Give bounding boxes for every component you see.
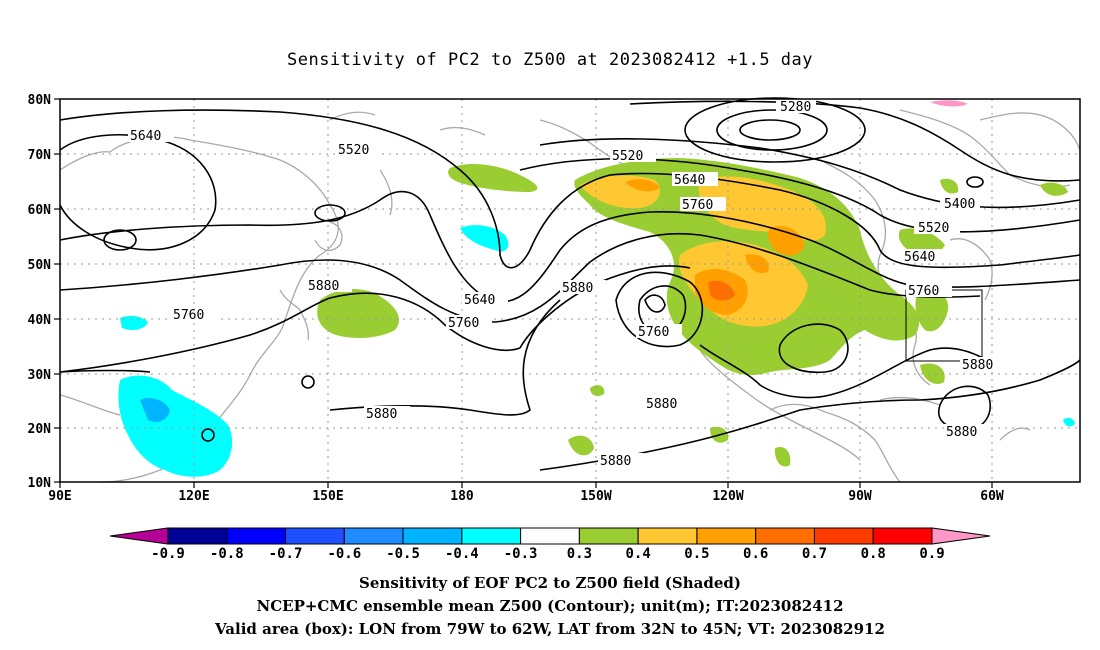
- positive-sensitivity-area: [774, 446, 791, 467]
- lon-label: 120E: [178, 489, 209, 504]
- lat-label: 70N: [28, 148, 52, 163]
- lat-label: 80N: [28, 93, 52, 108]
- contour-label: 5520: [338, 143, 369, 158]
- colorbar-label: 0.6: [743, 546, 768, 562]
- negative-sensitivity-area: [930, 100, 968, 107]
- high-sensitivity-area: [745, 254, 769, 274]
- colorbar-swatch: [813, 527, 874, 545]
- lon-label: 90W: [848, 489, 872, 504]
- colorbar-swatch: [696, 527, 757, 545]
- contour-label: 5400: [944, 197, 975, 212]
- lon-label: 180: [450, 489, 474, 504]
- colorbar-swatch: [872, 527, 933, 545]
- colorbar-label: -0.4: [445, 546, 479, 562]
- contour-label: 5280: [780, 100, 811, 115]
- colorbar-label: 0.9: [919, 546, 944, 562]
- lat-label: 10N: [28, 476, 52, 491]
- lon-label: 150W: [580, 489, 611, 504]
- colorbar-label: 0.4: [626, 546, 651, 562]
- colorbar-left-tip: [109, 527, 169, 545]
- colorbar-swatch: [755, 527, 815, 545]
- lon-label: 60W: [980, 489, 1004, 504]
- contour-label: 5880: [366, 407, 397, 422]
- colorbar-swatch: [167, 527, 228, 545]
- contour-label: 5640: [904, 250, 935, 265]
- contour-label: 5520: [612, 149, 643, 164]
- colorbar-swatch: [578, 527, 639, 545]
- positive-sensitivity-area: [448, 164, 538, 192]
- contour-label: 5640: [464, 293, 495, 308]
- footer-line-3: Valid area (box): LON from 79W to 62W, L…: [215, 620, 885, 638]
- lon-label: 150E: [312, 489, 343, 504]
- contour-label: 5760: [682, 198, 713, 213]
- contour-label: 5520: [918, 221, 949, 236]
- colorbar-label: -0.6: [327, 546, 361, 562]
- latitude-labels: 80N 70N 60N 50N 40N 30N 20N 10N: [28, 93, 52, 491]
- contour-label: 5640: [130, 129, 161, 144]
- colorbar-label: 0.3: [567, 546, 592, 562]
- negative-sensitivity-area: [1063, 417, 1075, 427]
- colorbar-right-tip: [931, 527, 991, 545]
- positive-sensitivity-area: [920, 363, 945, 385]
- contour-label: 5880: [946, 425, 977, 440]
- contour-label: 5880: [962, 358, 993, 373]
- page-title: Sensitivity of PC2 to Z500 at 2023082412…: [286, 50, 813, 70]
- colorbar-swatch: [461, 527, 522, 545]
- colorbar-swatch: [226, 527, 287, 545]
- contour-label: 5880: [562, 281, 593, 296]
- positive-sensitivity-area: [1040, 182, 1068, 196]
- contour-label: 5760: [908, 284, 939, 299]
- colorbar-label: 0.8: [861, 546, 886, 562]
- gridlines: [60, 99, 1080, 482]
- lon-label: 90E: [48, 489, 71, 504]
- colorbar-label: -0.5: [386, 546, 420, 562]
- high-sensitivity-area: [698, 176, 826, 241]
- footer-line-1: Sensitivity of EOF PC2 to Z500 field (Sh…: [359, 574, 741, 592]
- positive-sensitivity-area: [940, 178, 959, 194]
- high-sensitivity-area: [625, 179, 660, 192]
- colorbar-label: -0.3: [504, 546, 538, 562]
- colorbar-swatch: [520, 527, 580, 545]
- colorbar-swatch: [343, 527, 404, 545]
- axis-ticks: [54, 98, 993, 488]
- colorbar: [109, 527, 991, 545]
- contour-label: 5880: [600, 454, 631, 469]
- negative-sensitivity-area: [460, 225, 509, 252]
- map-figure: 5280 5400 5520 5520 5520 5640 5640 5640 …: [28, 93, 1081, 562]
- contour-labels: 5280 5400 5520 5520 5520 5640 5640 5640 …: [130, 100, 994, 469]
- footer-line-2: NCEP+CMC ensemble mean Z500 (Contour); u…: [256, 597, 844, 615]
- lat-label: 20N: [28, 422, 52, 437]
- positive-sensitivity-area: [915, 288, 949, 332]
- colorbar-swatch: [637, 527, 698, 545]
- contour-label: 5760: [173, 308, 204, 323]
- lon-label: 120W: [712, 489, 743, 504]
- negative-sensitivity-area: [140, 398, 170, 422]
- lat-label: 60N: [28, 203, 52, 218]
- colorbar-swatch: [285, 527, 345, 545]
- contour-label: 5640: [674, 173, 705, 188]
- positive-sensitivity-area: [898, 228, 945, 255]
- contour-label: 5880: [308, 279, 339, 294]
- contour-label: 5880: [646, 397, 677, 412]
- colorbar-label: -0.7: [269, 546, 303, 562]
- contour-label: 5760: [448, 316, 479, 331]
- colorbar-label: 0.7: [802, 546, 827, 562]
- longitude-labels: 90E 120E 150E 180 150W 120W 90W 60W: [48, 489, 1004, 504]
- colorbar-label: 0.5: [684, 546, 709, 562]
- positive-sensitivity-area: [590, 385, 605, 396]
- lat-label: 30N: [28, 368, 52, 383]
- colorbar-swatch: [402, 527, 463, 545]
- colorbar-label: -0.8: [210, 546, 244, 562]
- high-sensitivity-area: [767, 225, 805, 256]
- positive-sensitivity-area: [568, 435, 594, 456]
- lat-label: 50N: [28, 258, 52, 273]
- lat-label: 40N: [28, 313, 52, 328]
- colorbar-label: -0.9: [151, 546, 185, 562]
- negative-sensitivity-area: [120, 315, 148, 330]
- map-frame: [59, 98, 1081, 483]
- contour-label: 5760: [638, 325, 669, 340]
